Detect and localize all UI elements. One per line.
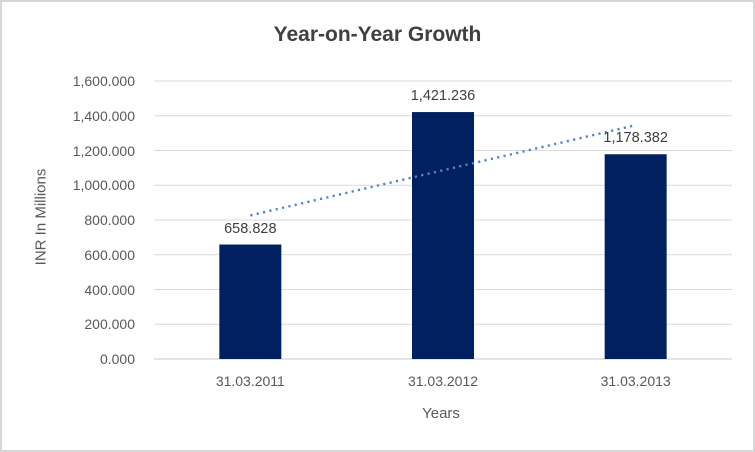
bar-31.03.2013 [604,154,667,359]
y-tick-label: 200.000 [84,316,135,333]
x-tick-label: 31.03.2011 [215,373,285,389]
y-tick-label: 1,200.000 [72,142,135,159]
y-tick-label: 0.000 [99,351,135,367]
x-tick-label: 31.03.2012 [407,373,479,389]
y-tick-label: 800.000 [84,212,135,228]
bar-31.03.2011 [219,244,282,359]
bar-31.03.2012 [412,112,474,359]
y-tick-label: 1,000.000 [72,177,135,194]
x-axis-title: Years [422,405,460,422]
data-label: 1,178.382 [603,130,668,147]
data-label: 1,421.236 [410,88,476,105]
y-tick-label: 400.000 [84,281,135,298]
chart-title: Year-on-Year Growth [273,23,482,46]
data-label: 658.828 [224,220,277,237]
y-tick-label: 600.000 [84,246,135,263]
trendline [250,123,636,217]
y-tick-label: 1,400.000 [72,107,135,124]
x-tick-label: 31.03.2013 [600,373,671,389]
y-tick-label: 1,600.000 [72,73,135,89]
